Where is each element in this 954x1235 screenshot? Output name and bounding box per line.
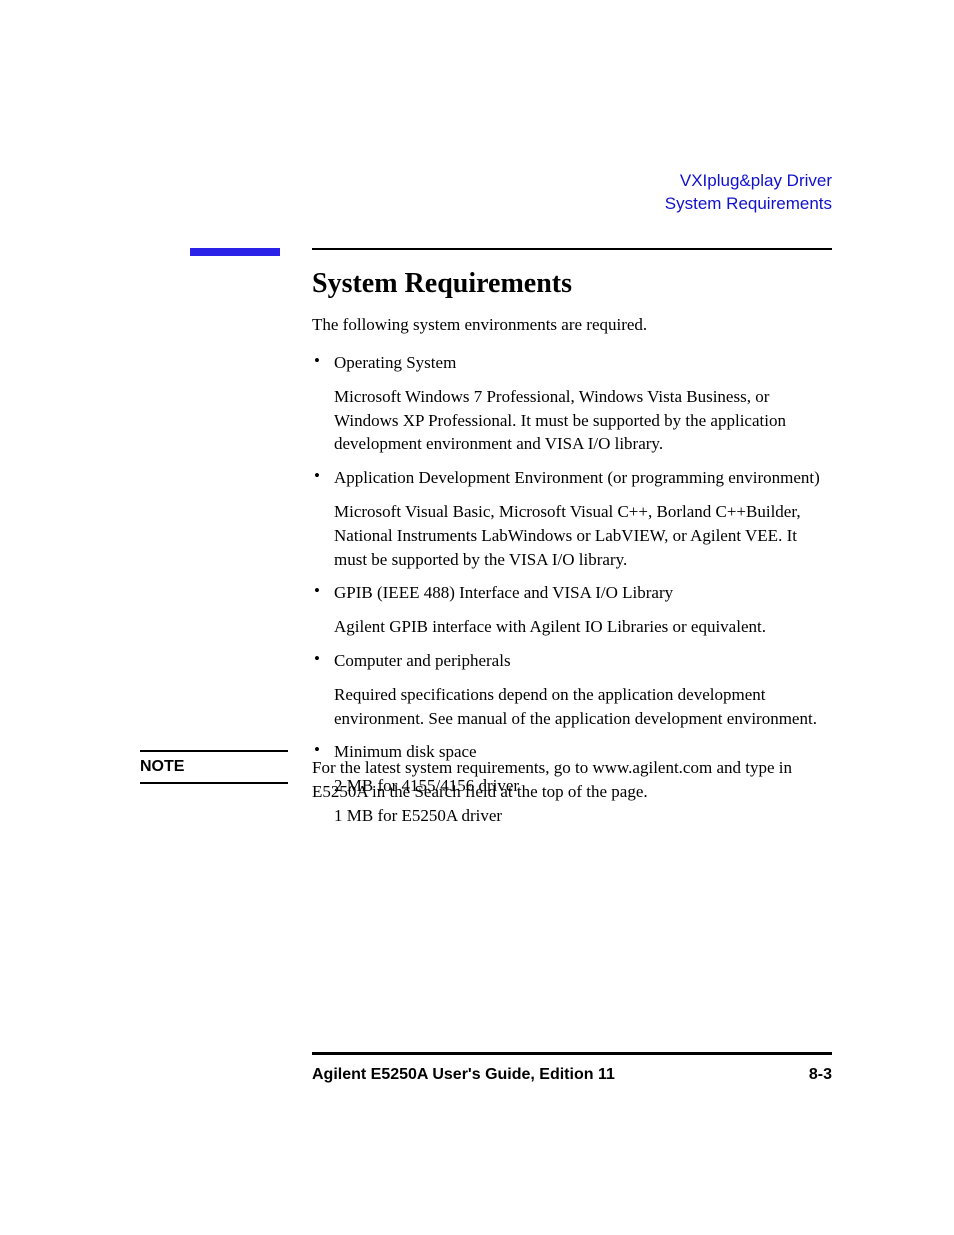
header-breadcrumb: VXIplug&play Driver System Requirements xyxy=(665,170,832,216)
document-page: VXIplug&play Driver System Requirements … xyxy=(0,0,954,1235)
header-link-section[interactable]: System Requirements xyxy=(665,193,832,216)
footer: Agilent E5250A User's Guide, Edition 11 … xyxy=(312,1066,832,1084)
note-label: NOTE xyxy=(140,758,288,776)
header-link-driver[interactable]: VXIplug&play Driver xyxy=(665,170,832,193)
item-body: Agilent GPIB interface with Agilent IO L… xyxy=(334,615,832,639)
content-region: System Requirements The following system… xyxy=(312,268,832,838)
list-item: Application Development Environment (or … xyxy=(312,466,832,571)
section-accent-bar xyxy=(190,248,280,256)
list-item: GPIB (IEEE 488) Interface and VISA I/O L… xyxy=(312,581,832,639)
footer-rule xyxy=(312,1052,832,1055)
item-body: Microsoft Windows 7 Professional, Window… xyxy=(334,385,832,456)
item-body: Microsoft Visual Basic, Microsoft Visual… xyxy=(334,500,832,571)
note-rule-top xyxy=(140,750,288,752)
item-body-2: 1 MB for E5250A driver xyxy=(334,804,832,828)
list-item: Computer and peripherals Required specif… xyxy=(312,649,832,730)
note-label-wrap: NOTE xyxy=(140,750,288,784)
footer-page-number: 8-3 xyxy=(809,1066,832,1084)
footer-title: Agilent E5250A User's Guide, Edition 11 xyxy=(312,1066,615,1083)
item-body: Required specifications depend on the ap… xyxy=(334,683,832,731)
list-item: Operating System Microsoft Windows 7 Pro… xyxy=(312,351,832,456)
section-title: System Requirements xyxy=(312,268,832,300)
item-title: Computer and peripherals xyxy=(334,649,832,673)
item-title: Operating System xyxy=(334,351,832,375)
note-rule-bottom xyxy=(140,782,288,784)
item-title: Application Development Environment (or … xyxy=(334,466,832,490)
section-intro: The following system environments are re… xyxy=(312,314,832,337)
item-title: GPIB (IEEE 488) Interface and VISA I/O L… xyxy=(334,581,832,605)
note-text: For the latest system requirements, go t… xyxy=(312,756,832,804)
section-top-rule xyxy=(312,248,832,250)
